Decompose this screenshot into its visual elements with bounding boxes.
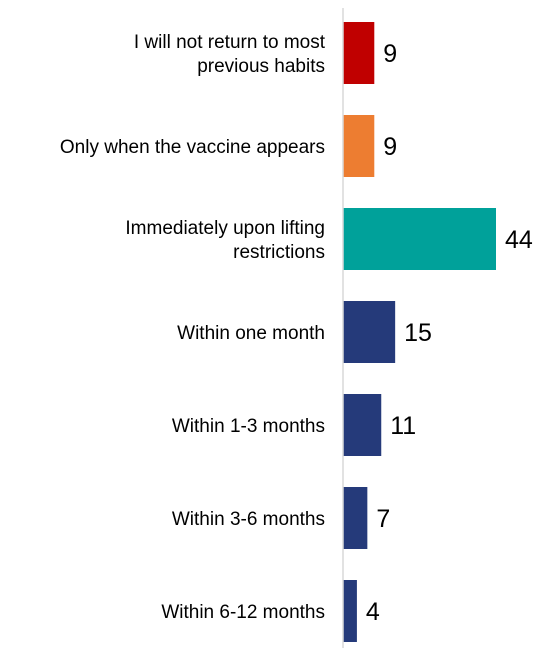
value-label: 44 (505, 226, 533, 254)
category-label: Within 6-12 months (161, 602, 325, 623)
bars-layer (343, 22, 496, 642)
bar (343, 487, 368, 549)
bar (343, 394, 382, 456)
category-label: I will not return to most previous habits (134, 32, 326, 77)
value-labels-layer: 9 9 44 15 11 7 4 (366, 40, 533, 626)
bar (343, 115, 375, 177)
value-label: 15 (404, 319, 432, 347)
bar (343, 580, 357, 642)
bar (343, 301, 396, 363)
category-label-line: Within one month (177, 323, 325, 344)
value-label: 4 (366, 598, 380, 626)
category-label: Immediately upon lifting restrictions (125, 218, 325, 263)
bar (343, 22, 375, 84)
category-label: Within 3-6 months (172, 509, 325, 530)
value-label: 11 (390, 412, 416, 440)
category-label: Only when the vaccine appears (60, 137, 325, 158)
category-label-line: I will not return to most (134, 32, 326, 53)
category-label: Within 1-3 months (172, 416, 325, 437)
category-label-line: Within 1-3 months (172, 416, 325, 437)
category-label: Within one month (177, 323, 325, 344)
category-label-line: restrictions (233, 242, 325, 263)
value-label: 9 (383, 133, 397, 161)
category-label-line: Immediately upon lifting (125, 218, 325, 239)
category-label-line: Within 6-12 months (161, 602, 325, 623)
category-label-line: Only when the vaccine appears (60, 137, 325, 158)
value-label: 7 (376, 505, 390, 533)
category-labels-layer: I will not return to most previous habits… (60, 32, 326, 623)
category-label-line: previous habits (197, 56, 325, 77)
bar (343, 208, 496, 270)
category-label-line: Within 3-6 months (172, 509, 325, 530)
value-label: 9 (383, 40, 397, 68)
